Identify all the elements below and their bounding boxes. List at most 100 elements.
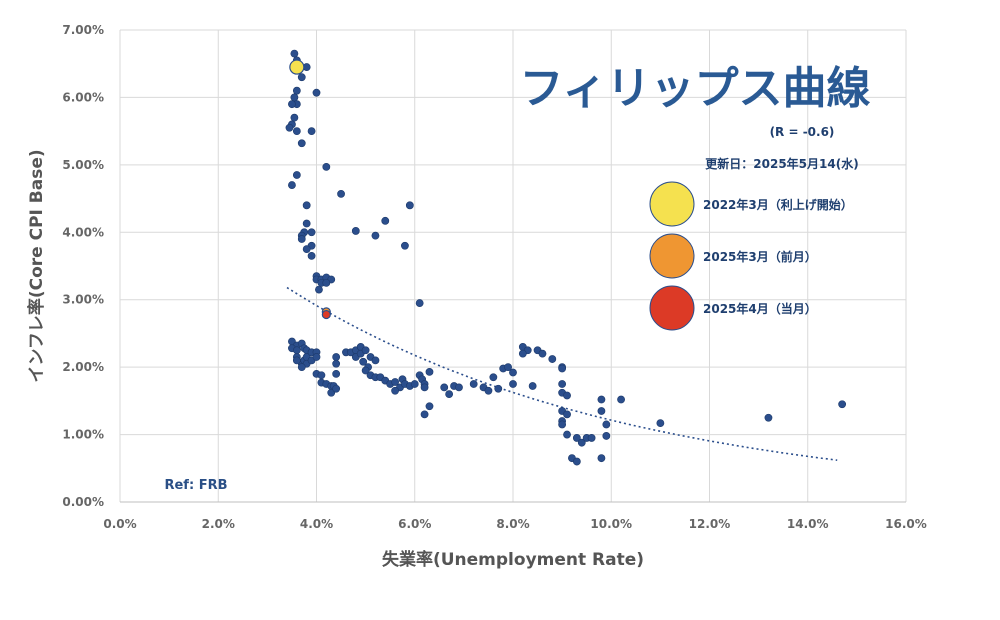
scatter-point <box>597 395 606 404</box>
scatter-point <box>288 100 296 109</box>
scatter-point <box>381 216 390 225</box>
scatter-point <box>509 368 517 377</box>
scatter-point <box>401 241 409 250</box>
x-tick-label: 4.0% <box>300 517 333 531</box>
scatter-point <box>317 371 326 380</box>
scatter-point <box>548 355 557 363</box>
legend-label: 2022年3月（利上げ開始） <box>703 197 853 212</box>
scatter-point <box>563 410 571 419</box>
legend: 2022年3月（利上げ開始） 2025年3月（前月） 2025年4月（当月） <box>649 181 853 331</box>
scatter-point <box>455 383 463 392</box>
scatter-point <box>587 434 596 442</box>
scatter-point <box>518 349 527 358</box>
scatter-point <box>292 346 301 355</box>
scatter-point <box>332 359 341 368</box>
scatter-point <box>307 228 316 237</box>
y-axis-title: インフレ率(Core CPI Base) <box>26 149 47 382</box>
scatter-point <box>332 384 341 393</box>
scatter-point <box>292 356 301 365</box>
scatter-point <box>617 395 625 404</box>
scatter-point <box>509 380 517 388</box>
scatter-point <box>405 201 414 210</box>
scatter-point <box>315 285 323 294</box>
scatter-point <box>764 413 773 422</box>
scatter-point <box>425 367 434 376</box>
axes: 0.00% 1.00% 2.00% 3.00% 4.00% 5.00% 6.00% 7.00%… <box>62 23 926 531</box>
scatter-point <box>371 231 380 240</box>
scatter-point <box>558 420 567 429</box>
scatter-point <box>371 356 380 365</box>
x-tick-label: 14.0% <box>787 517 829 531</box>
x-tick-label: 16.0% <box>885 517 927 531</box>
scatter-point <box>337 189 345 198</box>
legend-item: 2025年3月（前月） <box>649 233 817 279</box>
scatter-point <box>420 383 429 392</box>
scatter-point <box>332 369 341 378</box>
highlight-point <box>321 309 331 320</box>
scatter-point <box>297 235 306 243</box>
updated-date-label: 更新日：2025年5月14(水) <box>705 156 858 171</box>
scatter-point <box>322 162 331 171</box>
scatter-point <box>572 434 581 442</box>
scatter-point <box>290 93 299 102</box>
scatter-point <box>425 402 434 411</box>
scatter-point <box>292 127 301 136</box>
scatter-point <box>359 357 368 366</box>
highlight-points <box>289 59 331 320</box>
y-tick-label: 0.00% <box>62 495 104 509</box>
scatter-point <box>558 380 567 388</box>
reference-label: Ref: FRB <box>164 478 227 493</box>
legend-item: 2025年4月（当月） <box>649 285 817 331</box>
grid-lines <box>119 29 907 503</box>
scatter-point <box>538 349 547 358</box>
scatter-point <box>290 113 299 122</box>
x-tick-label: 6.0% <box>398 517 431 531</box>
scatter-point <box>445 390 454 399</box>
y-tick-label: 7.00% <box>62 23 104 37</box>
scatter-point <box>838 400 847 409</box>
scatter-point <box>285 123 294 132</box>
scatter-point <box>602 420 611 429</box>
scatter-point <box>440 383 449 392</box>
scatter-point <box>391 378 399 386</box>
scatter-point <box>307 251 316 260</box>
legend-label: 2025年3月（前月） <box>703 249 817 264</box>
scatter-point <box>297 73 306 82</box>
legend-item: 2022年3月（利上げ開始） <box>649 181 853 227</box>
scatter-point <box>420 410 429 419</box>
x-tick-label: 2.0% <box>202 517 235 531</box>
scatter-point <box>290 49 299 58</box>
y-tick-label: 3.00% <box>62 293 104 307</box>
scatter-point <box>597 454 606 463</box>
x-tick-label: 0.0% <box>103 517 136 531</box>
scatter-point <box>322 278 331 287</box>
legend-swatch <box>649 181 695 227</box>
scatter-point <box>597 407 606 415</box>
scatter-points <box>285 49 847 466</box>
scatter-point <box>572 457 581 466</box>
scatter-point <box>361 346 370 355</box>
scatter-point <box>489 373 498 382</box>
scatter-point <box>312 88 321 97</box>
scatter-point <box>656 419 665 428</box>
scatter-point <box>288 181 296 189</box>
scatter-point <box>302 245 311 254</box>
scatter-point <box>577 438 586 447</box>
scatter-point <box>312 353 321 361</box>
scatter-point <box>302 219 311 228</box>
scatter-point <box>494 384 503 393</box>
scatter-point <box>332 353 341 361</box>
x-tick-label: 12.0% <box>689 517 731 531</box>
x-tick-label: 8.0% <box>496 517 529 531</box>
legend-swatch <box>649 285 695 331</box>
y-tick-label: 5.00% <box>62 158 104 172</box>
scatter-point <box>469 380 478 388</box>
y-tick-label: 1.00% <box>62 428 104 442</box>
y-tick-label: 6.00% <box>62 90 104 104</box>
scatter-point <box>391 386 399 395</box>
scatter-point <box>504 363 512 372</box>
scatter-point <box>484 386 493 395</box>
scatter-point <box>563 391 571 400</box>
